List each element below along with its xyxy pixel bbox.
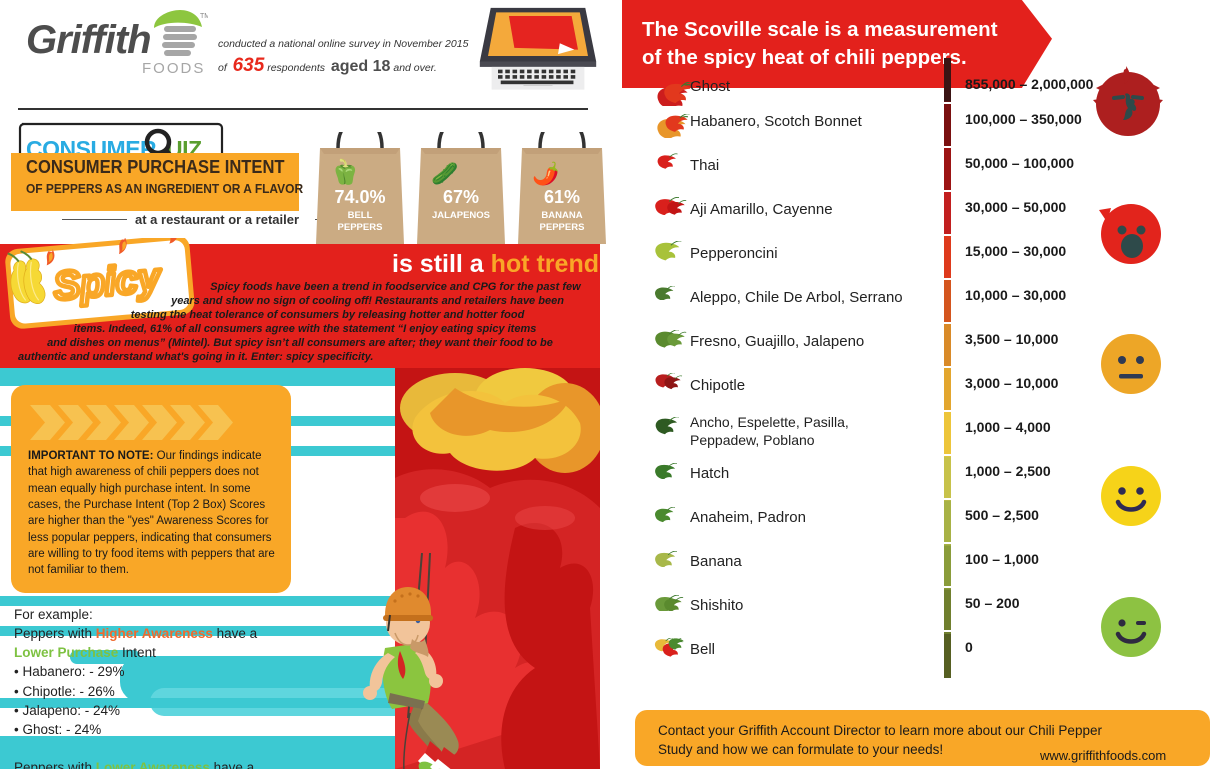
svg-text:Spicy: Spicy [52, 256, 164, 309]
svg-text:TM: TM [200, 13, 208, 20]
